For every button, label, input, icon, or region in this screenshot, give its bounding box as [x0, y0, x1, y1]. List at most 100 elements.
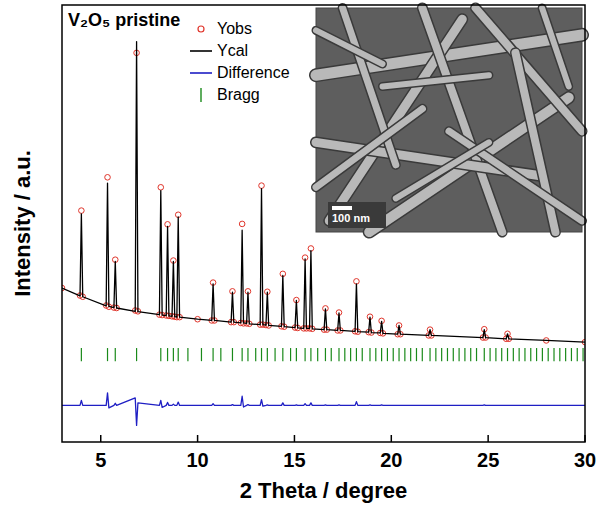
x-tick-label: 30 [574, 449, 596, 471]
chart-title: V₂O₅ pristine [68, 10, 180, 30]
bragg-tick [201, 348, 202, 361]
bragg-tick [577, 348, 578, 361]
legend-label: Yobs [217, 20, 252, 37]
wire-shadow [516, 53, 556, 232]
bragg-tick [178, 348, 179, 361]
bragg-tick [548, 348, 549, 361]
bragg-tick [571, 348, 572, 361]
bragg-tick [507, 348, 508, 361]
bragg-tick [350, 348, 351, 361]
bragg-tick [404, 348, 405, 361]
bragg-tick [447, 348, 448, 361]
bragg-tick [410, 348, 411, 361]
bragg-tick [559, 348, 560, 361]
bragg-tick [160, 348, 161, 361]
bragg-tick [441, 348, 442, 361]
bragg-tick [267, 348, 268, 361]
bragg-tick [369, 348, 370, 361]
scale-bar-label: 100 nm [332, 212, 370, 224]
scale-bar-patch [328, 202, 386, 228]
wire [449, 131, 582, 221]
series-line [62, 393, 585, 425]
wire [516, 53, 556, 232]
obs-point [158, 184, 164, 190]
x-tick [197, 435, 199, 442]
series-0 [62, 50, 585, 345]
legend-marker [190, 50, 212, 52]
obs-point [239, 221, 245, 227]
bragg-tick [173, 348, 174, 361]
bragg-tick [501, 348, 502, 361]
bragg-tick [513, 348, 514, 361]
legend-marker [198, 26, 204, 32]
bragg-tick [187, 348, 188, 361]
bragg-tick [338, 348, 339, 361]
background [0, 0, 605, 513]
bragg-tick [489, 348, 490, 361]
wire [383, 75, 489, 86]
bragg-tick [325, 348, 326, 361]
legend-marker [200, 88, 201, 102]
bragg-ticks [81, 348, 583, 361]
bragg-tick [362, 348, 363, 361]
bragg-tick [387, 348, 388, 361]
wire [542, 8, 569, 86]
bragg-tick [470, 348, 471, 361]
y-axis-title: Intensity / a.u. [10, 150, 35, 297]
x-tick [584, 435, 586, 442]
bragg-tick [136, 348, 137, 361]
obs-point [79, 208, 85, 214]
series-line [62, 42, 585, 342]
x-tick-label: 5 [95, 449, 106, 471]
wire-shadow [422, 8, 502, 232]
scale-bar [332, 206, 352, 210]
wire [422, 8, 502, 232]
bragg-tick [296, 348, 297, 361]
bragg-tick [282, 348, 283, 361]
bragg-tick [107, 348, 108, 361]
x-axis-title: 2 Theta / degree [240, 478, 408, 503]
bragg-tick [115, 348, 116, 361]
bragg-tick [212, 348, 213, 361]
wire-shadow [449, 131, 582, 221]
bragg-tick [381, 348, 382, 361]
bragg-tick [458, 348, 459, 361]
bragg-tick [429, 348, 430, 361]
bragg-tick [530, 348, 531, 361]
bragg-tick [524, 348, 525, 361]
plot-frame [62, 5, 585, 442]
x-tick-label: 20 [380, 449, 402, 471]
x-tick-label: 25 [477, 449, 499, 471]
bragg-tick [484, 348, 485, 361]
bragg-tick [261, 348, 262, 361]
chart: 100 nm510152025302 Theta / degreeIntensi… [0, 0, 605, 513]
bragg-tick [536, 348, 537, 361]
bragg-tick [81, 348, 82, 361]
obs-point [259, 183, 265, 189]
bragg-tick [565, 348, 566, 361]
bragg-tick [393, 348, 394, 361]
inset-frame [316, 8, 582, 232]
x-tick-label: 10 [186, 449, 208, 471]
bragg-tick [304, 348, 305, 361]
legend: YobsYcalDifferenceBragg [190, 20, 290, 103]
obs-point [105, 175, 111, 181]
bragg-tick [274, 348, 275, 361]
x-tick [391, 435, 393, 442]
inset-image: 100 nm [316, 8, 582, 232]
wire-shadow [396, 142, 489, 198]
bragg-tick [495, 348, 496, 361]
bragg-tick [553, 348, 554, 361]
legend-label: Difference [217, 64, 290, 81]
legend-marker [190, 72, 212, 74]
bragg-tick [242, 348, 243, 361]
bragg-tick [435, 348, 436, 361]
bragg-tick [344, 348, 345, 361]
legend-label: Bragg [217, 86, 260, 103]
bragg-tick [290, 348, 291, 361]
bragg-tick [416, 348, 417, 361]
x-tick [487, 435, 489, 442]
wire-shadow [383, 75, 489, 86]
bragg-tick [519, 348, 520, 361]
wire [396, 142, 489, 198]
